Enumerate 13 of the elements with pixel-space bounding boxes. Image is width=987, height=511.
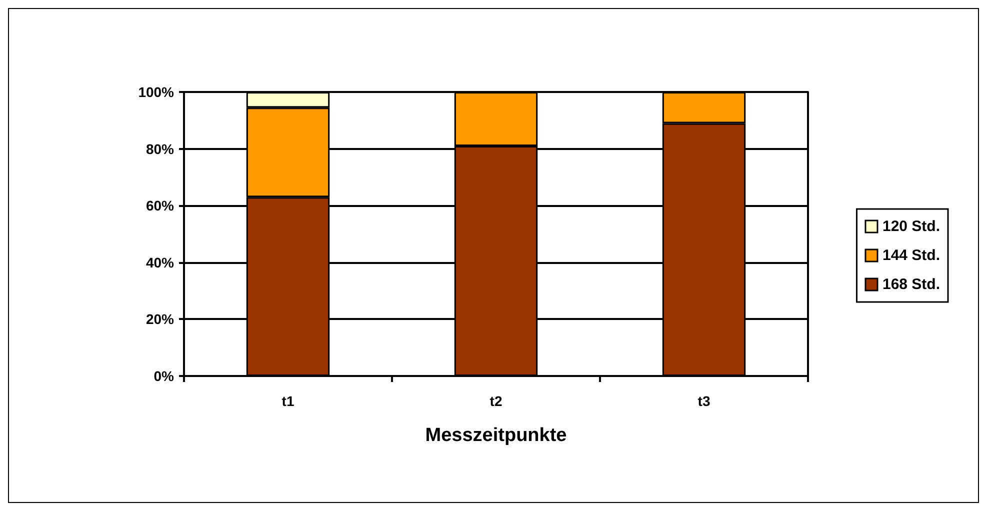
x-tick-label: t3 [698,393,710,409]
x-tick-label: t1 [282,393,294,409]
legend-label: 144 Std. [882,247,940,264]
y-tick-label: 0% [154,368,175,384]
legend-label: 120 Std. [882,218,940,235]
y-tick-label: 100% [138,84,175,100]
x-tick-label: t2 [490,393,502,409]
x-axis-title: Messzeitpunkte [425,425,567,446]
y-tick-label: 40% [146,254,175,270]
y-tick-label: 80% [146,140,175,157]
y-tick-label: 20% [146,311,175,328]
y-tick-label: 60% [146,198,175,214]
legend-label: 168 Std. [882,276,940,293]
